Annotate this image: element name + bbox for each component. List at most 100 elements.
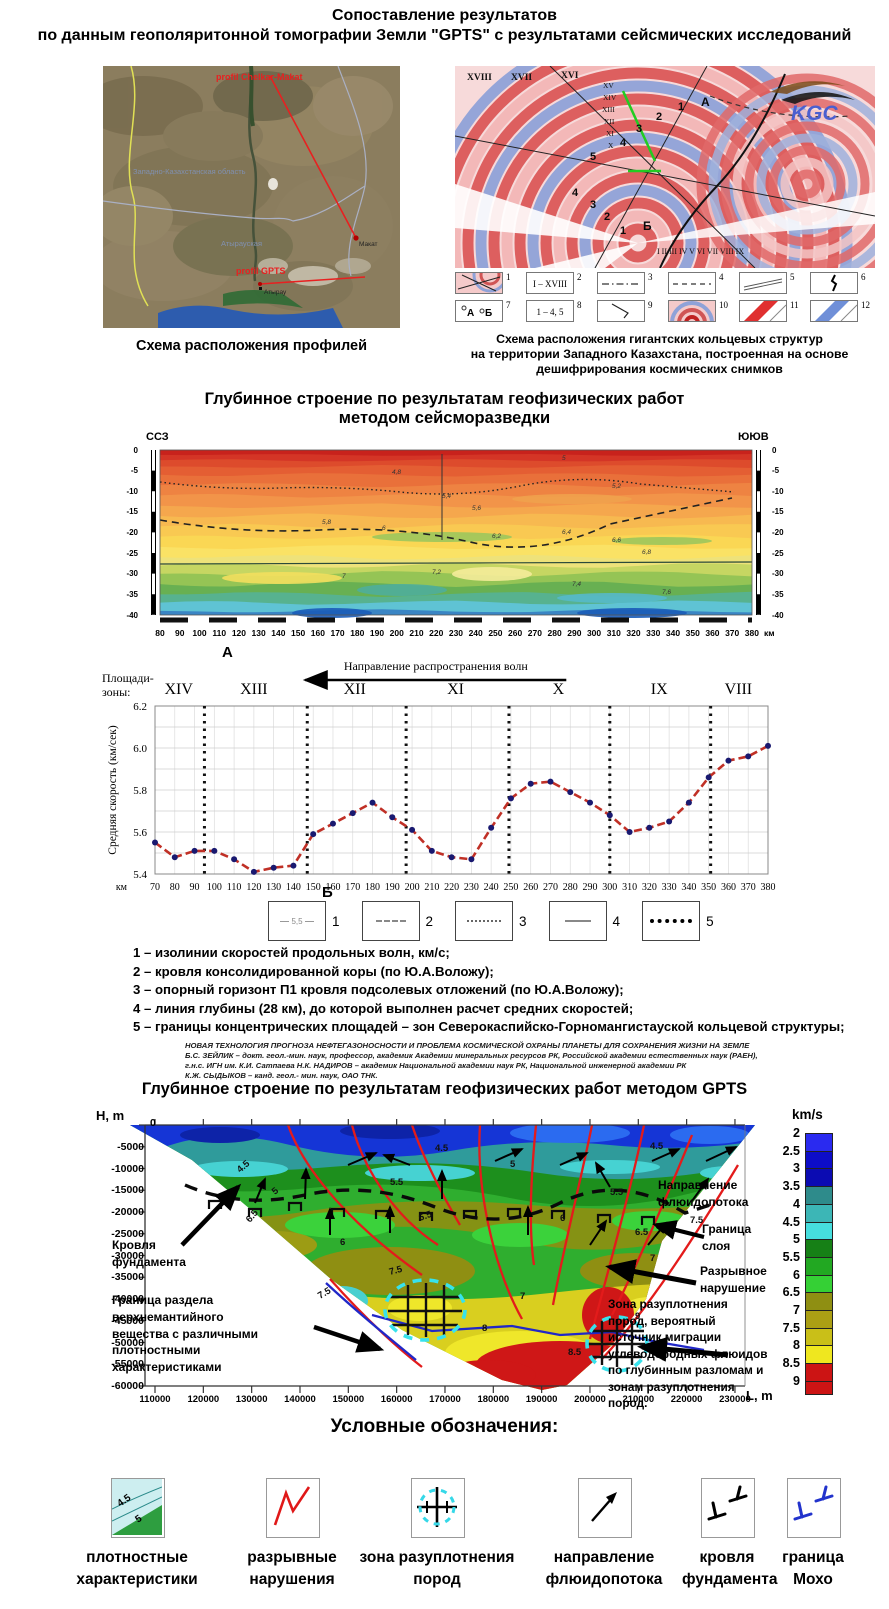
rings-caption-line1: Схема расположения гигантских кольцевых … bbox=[496, 332, 823, 346]
svg-text:XII: XII bbox=[344, 681, 366, 698]
kgc-logo: KGC bbox=[791, 102, 839, 125]
seismic-distance-label: 200 bbox=[389, 628, 404, 638]
seismic-section-title: Глубинное строение по результатам геофиз… bbox=[0, 390, 889, 428]
svg-text:6: 6 bbox=[340, 1237, 345, 1248]
seismic-distance-label: 210 bbox=[409, 628, 424, 638]
point-b-label: Б bbox=[643, 219, 652, 233]
region-west-label: Западно-Казахстанская область bbox=[133, 167, 246, 176]
seismic-legend-line: 3 – опорный горизонт П1 кровля подсолевы… bbox=[133, 982, 624, 997]
seismic-depth-label-left: -25 bbox=[126, 548, 138, 558]
seismic-distance-label: 330 bbox=[646, 628, 661, 638]
symbols-legend-label: направление флюидопотока bbox=[545, 1549, 663, 1588]
svg-text:7,4: 7,4 bbox=[572, 581, 581, 588]
river-delta bbox=[223, 290, 303, 308]
rings-legend-item-9: 9 bbox=[597, 300, 653, 322]
rings-legend-item-6: 6 bbox=[810, 272, 866, 294]
svg-text:7,6: 7,6 bbox=[662, 589, 671, 596]
rings-legend-glyph-text: 1 – 4, 5 bbox=[526, 300, 574, 322]
svg-text:5,2: 5,2 bbox=[612, 483, 621, 490]
svg-text:140: 140 bbox=[286, 882, 301, 893]
seismic-depth-label-right: -15 bbox=[772, 507, 784, 517]
svg-text:330: 330 bbox=[662, 882, 677, 893]
svg-text:XIV: XIV bbox=[165, 681, 194, 698]
svg-text:Направление распространения во: Направление распространения волн bbox=[344, 659, 529, 673]
rings-legend-number: 5 bbox=[790, 272, 795, 282]
seismic-distance-label: 100 bbox=[192, 628, 207, 638]
seismic-cross-section: 5 4,8 5,2 5,4 5,6 5,8 6 6,2 6,4 6,6 6,8 7 7,2 7,4 7,6 bbox=[151, 449, 761, 623]
svg-text:5: 5 bbox=[562, 455, 566, 462]
profile-endpoint bbox=[353, 235, 359, 241]
svg-text:280: 280 bbox=[563, 882, 578, 893]
svg-text:Б: Б bbox=[322, 884, 333, 901]
gpts-y-axis-label: H, m bbox=[96, 1108, 125, 1123]
seismic-legend-line: 1 – изолинии скоростей продольных волн, … bbox=[133, 945, 450, 960]
fluid-arrow-icon bbox=[578, 1478, 632, 1538]
seismic-distance-label: 90 bbox=[174, 628, 185, 638]
lineament bbox=[549, 66, 756, 268]
svg-text:210: 210 bbox=[424, 882, 439, 893]
svg-text:90: 90 bbox=[190, 882, 200, 893]
rings-legend-item-8: 1 – 4, 5 8 bbox=[526, 300, 582, 322]
seismic-depth-label-right: -35 bbox=[772, 589, 784, 599]
seismic-distance-label: 250 bbox=[488, 628, 503, 638]
rings-legend-number: 12 bbox=[861, 300, 870, 310]
svg-text:7.5: 7.5 bbox=[690, 1215, 704, 1226]
admin-line bbox=[337, 66, 367, 277]
seismic-distance-label: 340 bbox=[665, 628, 681, 638]
seismic-legend-box-number: 1 bbox=[332, 913, 340, 929]
seismic-title-line2: методом сейсморазведки bbox=[338, 409, 551, 427]
seismic-distance-label: 160 bbox=[310, 628, 325, 638]
citation-line: Б.С. ЗЕЙЛИК – докт. геол.-мин. наук, про… bbox=[185, 1051, 758, 1060]
svg-text:7: 7 bbox=[520, 1291, 525, 1302]
rings-legend-item-12: 12 bbox=[810, 300, 870, 322]
seismic-depth-label-left: -10 bbox=[126, 486, 138, 496]
svg-text:160: 160 bbox=[325, 882, 340, 893]
seismic-distance-label: 240 bbox=[468, 628, 483, 638]
white-wedge bbox=[455, 184, 638, 243]
seismic-legend-box-1: 5,5 1 bbox=[268, 901, 340, 941]
seismic-distance-label: 140 bbox=[271, 628, 286, 638]
rings-legend-item-3: 3 bbox=[597, 272, 653, 294]
svg-text:5.5: 5.5 bbox=[390, 1177, 404, 1188]
seismic-depth-label-right: -10 bbox=[772, 486, 784, 496]
svg-text:X: X bbox=[553, 681, 565, 698]
seismic-depth-label-right: -40 bbox=[772, 610, 784, 620]
svg-text:70: 70 bbox=[150, 882, 160, 893]
svg-text:6,8: 6,8 bbox=[642, 549, 651, 556]
rings-caption-line2: на территории Западного Казахстана, пост… bbox=[470, 347, 849, 361]
town-makat-label: Макат bbox=[359, 241, 378, 248]
point-a-label: А bbox=[701, 95, 710, 109]
svg-text:120: 120 bbox=[246, 882, 261, 893]
logo-swoosh bbox=[770, 81, 845, 94]
svg-text:6,6: 6,6 bbox=[612, 537, 621, 544]
seismic-depth-label-left: -20 bbox=[126, 528, 138, 537]
svg-text:150: 150 bbox=[306, 882, 321, 893]
basement-icon bbox=[701, 1478, 755, 1538]
svg-text:6.0: 6.0 bbox=[133, 743, 147, 755]
seismic-title-line1: Глубинное строение по результатам геофиз… bbox=[204, 390, 685, 408]
annotation-arrows bbox=[180, 1183, 729, 1362]
svg-text:7: 7 bbox=[650, 1253, 655, 1264]
rings-legend-glyph-rings-red bbox=[668, 300, 716, 322]
gpts-x-axis-label: L, m bbox=[746, 1388, 773, 1403]
svg-text:170: 170 bbox=[345, 882, 360, 893]
numeral-xiv: XIV bbox=[603, 93, 617, 102]
seismic-distance-label: 130 bbox=[251, 628, 266, 638]
consolidated-crust-dashed bbox=[159, 497, 733, 548]
seismic-distance-unit: км bbox=[764, 628, 775, 638]
seismic-contour-labels: 5 4,8 5,2 5,4 5,6 5,8 6 6,2 6,4 6,6 6,8 7 7,2 7,4 7,6 bbox=[322, 455, 671, 596]
svg-text:250: 250 bbox=[503, 882, 518, 893]
svg-text:5: 5 bbox=[133, 1513, 144, 1525]
svg-text:6,2: 6,2 bbox=[492, 533, 501, 540]
seismic-legend-box-3: 3 bbox=[455, 901, 527, 941]
rings-map-figure: XVIII XVII XVI XV XIV XIII XII XI X I II… bbox=[455, 66, 875, 268]
symbols-legend-label: плотностные характеристики bbox=[76, 1549, 198, 1588]
rings-legend-glyph-stripe-blue bbox=[810, 300, 858, 322]
seismic-legend-text: 1 – изолинии скоростей продольных волн, … bbox=[133, 944, 873, 1037]
svg-text:220: 220 bbox=[444, 882, 459, 893]
citation-line: НОВАЯ ТЕХНОЛОГИЯ ПРОГНОЗА НЕФТЕГАЗОНОСНО… bbox=[185, 1041, 750, 1050]
svg-text:230: 230 bbox=[464, 882, 479, 893]
svg-text:7,2: 7,2 bbox=[432, 569, 441, 576]
seismic-legend-boxes: 5,5 1 2 3 4 5 bbox=[268, 901, 714, 941]
